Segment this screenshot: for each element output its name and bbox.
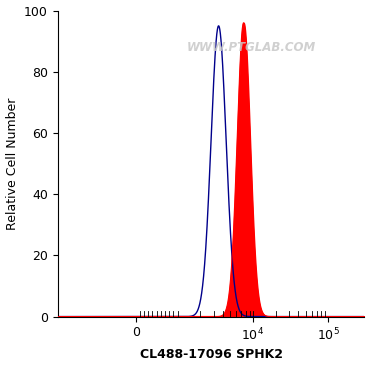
Text: WWW.PTGLAB.COM: WWW.PTGLAB.COM	[186, 41, 316, 54]
Y-axis label: Relative Cell Number: Relative Cell Number	[6, 97, 18, 230]
X-axis label: CL488-17096 SPHK2: CL488-17096 SPHK2	[139, 348, 283, 361]
